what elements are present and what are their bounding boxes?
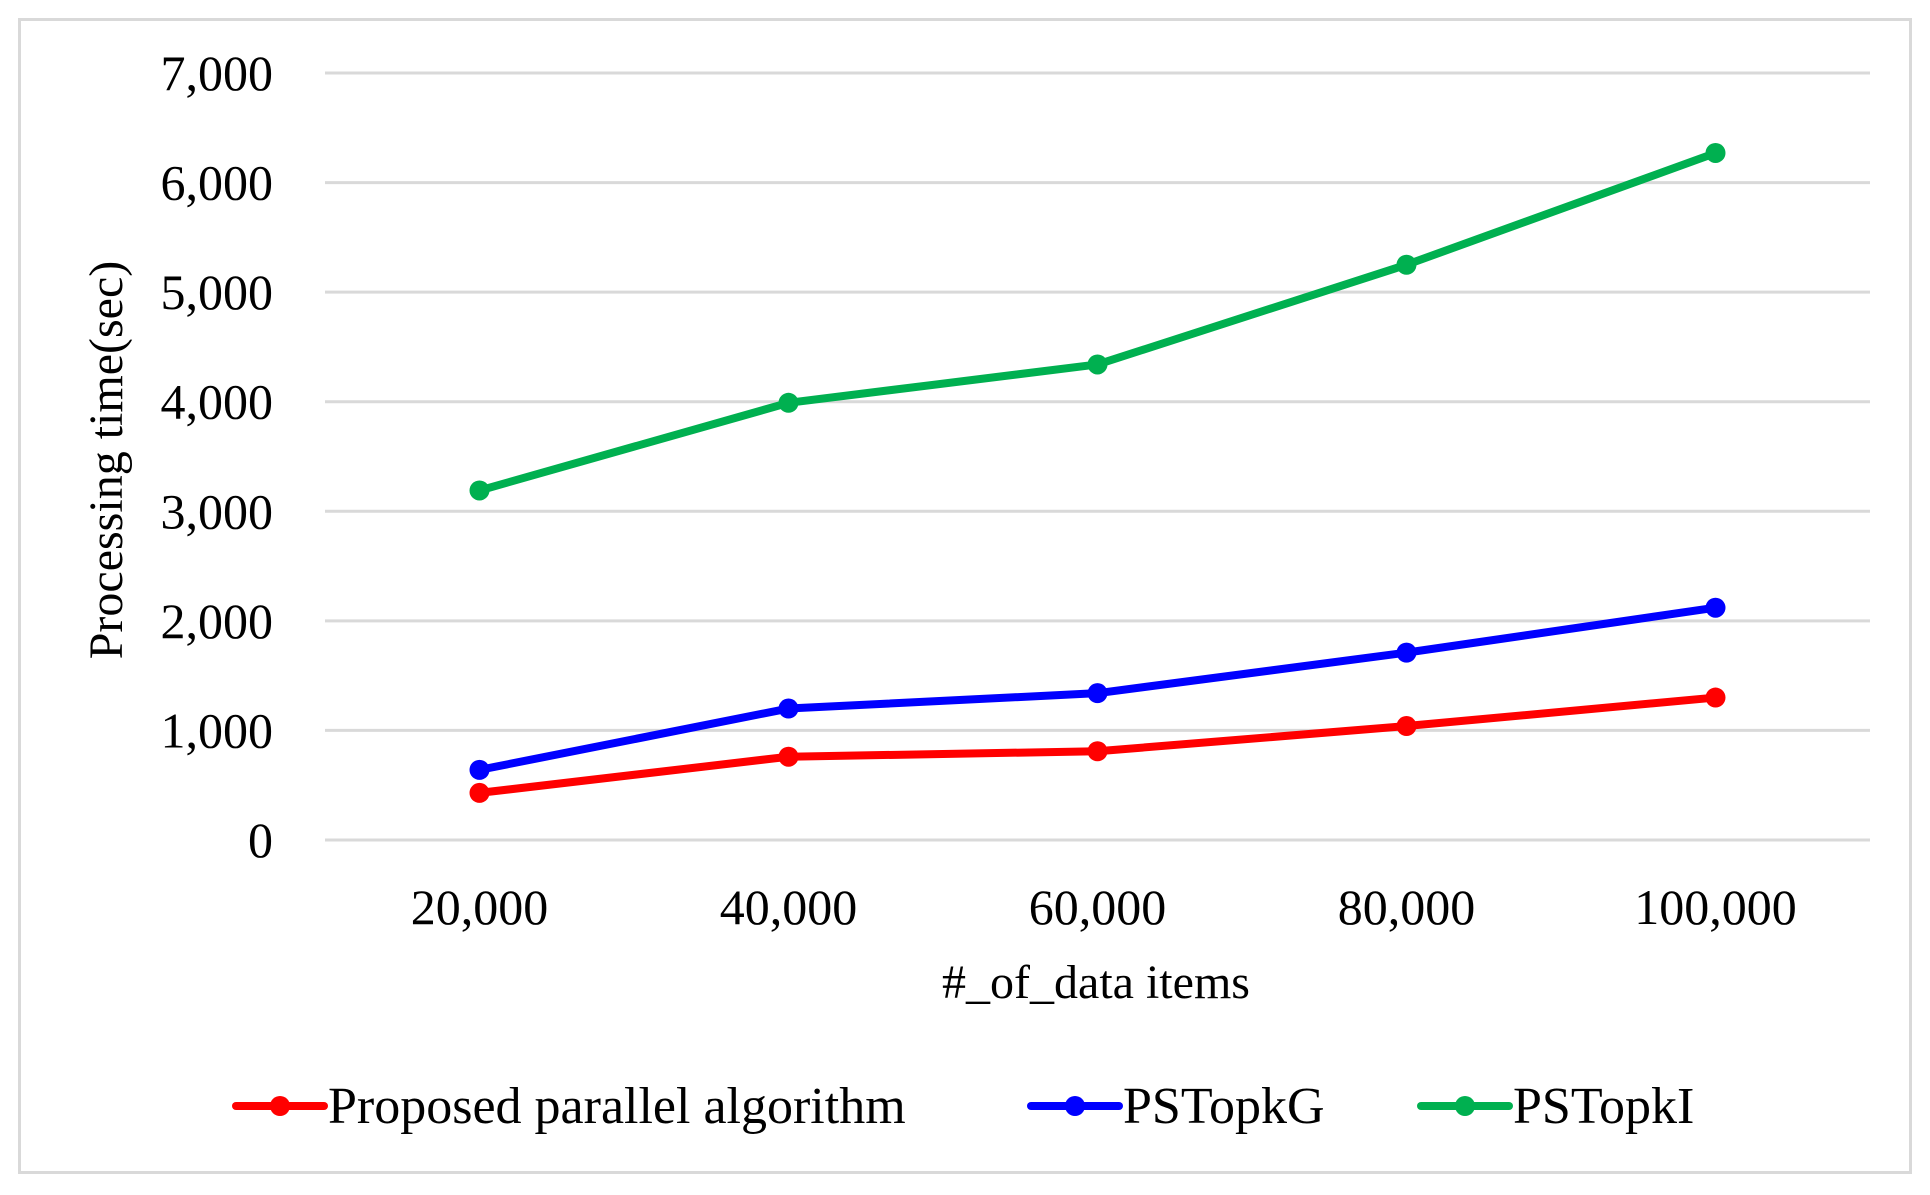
data-point (778, 392, 799, 413)
legend-label: PSTopkG (1123, 1078, 1325, 1135)
y-tick-label: 7,000 (161, 45, 274, 101)
x-tick-label: 100,000 (1634, 879, 1797, 935)
data-point (1396, 254, 1417, 275)
data-point (1705, 597, 1726, 618)
series-line (475, 148, 1720, 495)
data-point (469, 759, 490, 780)
data-point (1396, 716, 1417, 737)
y-tick-label: 6,000 (161, 155, 274, 211)
series-pstopkg (469, 597, 1726, 780)
legend-label: Proposed parallel algorithm (328, 1078, 906, 1135)
legend-item: Proposed parallel algorithm (232, 1078, 906, 1135)
y-tick-label: 2,000 (161, 593, 274, 649)
x-tick-label: 20,000 (411, 879, 549, 935)
legend-item: PSTopkG (1027, 1078, 1325, 1135)
y-tick-label: 0 (248, 812, 273, 868)
data-point (1087, 741, 1108, 762)
legend-label: PSTopkI (1513, 1078, 1694, 1135)
x-axis-title: #_of_data items (942, 956, 1250, 1009)
data-point (469, 480, 490, 501)
series-lines (469, 142, 1726, 803)
data-point (469, 782, 490, 803)
gridlines (325, 71, 1870, 842)
x-axis-tick-labels: 20,000 40,000 60,000 80,000 100,000 (411, 879, 1797, 935)
data-point (1705, 142, 1726, 163)
legend-swatch-marker (1065, 1096, 1085, 1116)
data-point (778, 746, 799, 767)
y-tick-label: 3,000 (161, 483, 274, 539)
y-axis-title: Processing time(sec) (80, 261, 133, 660)
y-axis-tick-labels: 0 1,000 2,000 3,000 4,000 5,000 6,000 7,000 (161, 45, 274, 868)
y-tick-label: 1,000 (161, 702, 274, 758)
x-tick-label: 40,000 (720, 879, 858, 935)
data-point (1396, 642, 1417, 663)
chart-frame (18, 18, 1912, 1174)
legend-swatch-marker (270, 1096, 290, 1116)
series-proposed-parallel-algorithm (469, 687, 1726, 803)
data-point (1087, 683, 1108, 704)
x-tick-label: 60,000 (1029, 879, 1167, 935)
y-tick-label: 5,000 (161, 264, 274, 320)
legend-swatch-marker (1455, 1096, 1475, 1116)
y-tick-label: 4,000 (161, 374, 274, 430)
x-tick-label: 80,000 (1338, 879, 1476, 935)
series-pstopki (469, 142, 1726, 501)
legend: Proposed parallel algorithm PSTopkG PSTopk… (232, 1078, 1694, 1135)
data-point (778, 698, 799, 719)
legend-item: PSTopkI (1417, 1078, 1694, 1135)
data-point (1705, 687, 1726, 708)
data-point (1087, 354, 1108, 375)
